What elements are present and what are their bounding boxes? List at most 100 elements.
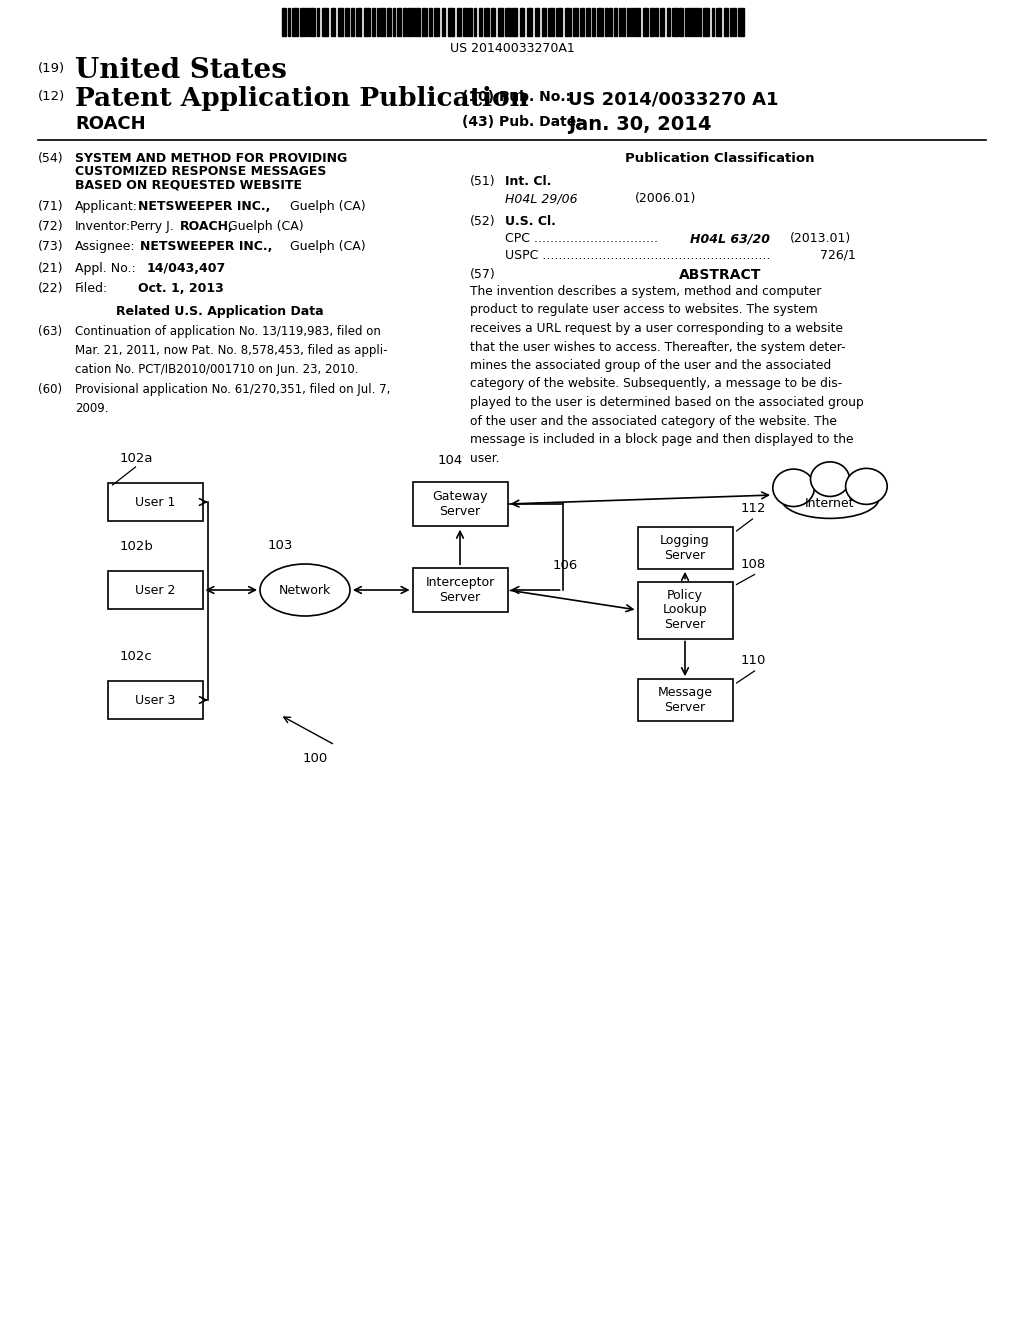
Bar — [377, 8, 379, 36]
Text: (73): (73) — [38, 240, 63, 253]
Bar — [650, 8, 654, 36]
Bar — [317, 8, 319, 36]
Bar — [372, 8, 375, 36]
Bar — [414, 8, 420, 36]
Text: 726/1: 726/1 — [820, 249, 856, 261]
Bar — [535, 8, 539, 36]
Bar — [498, 8, 503, 36]
Text: (12): (12) — [38, 90, 66, 103]
Bar — [520, 8, 524, 36]
Bar — [457, 8, 461, 36]
Text: Perry J.: Perry J. — [130, 220, 174, 234]
Bar — [614, 8, 617, 36]
Bar — [397, 8, 401, 36]
Bar — [306, 8, 308, 36]
Text: (21): (21) — [38, 261, 63, 275]
Bar — [449, 8, 454, 36]
Bar — [429, 8, 432, 36]
Bar — [627, 8, 629, 36]
Text: ROACH: ROACH — [75, 115, 145, 133]
Bar — [345, 8, 349, 36]
FancyBboxPatch shape — [413, 568, 508, 612]
Bar — [609, 8, 612, 36]
Text: Appl. No.:: Appl. No.: — [75, 261, 136, 275]
Ellipse shape — [781, 479, 879, 519]
Bar — [655, 8, 658, 36]
Bar — [351, 8, 354, 36]
Bar — [356, 8, 361, 36]
Bar — [672, 8, 678, 36]
Text: 100: 100 — [302, 752, 328, 766]
Bar — [565, 8, 571, 36]
Text: (60): (60) — [38, 383, 62, 396]
Text: ROACH,: ROACH, — [180, 220, 233, 234]
Text: (63): (63) — [38, 325, 62, 338]
Text: (71): (71) — [38, 201, 63, 213]
Bar — [422, 8, 427, 36]
Text: 106: 106 — [553, 558, 578, 572]
Ellipse shape — [773, 469, 814, 507]
Text: Provisional application No. 61/270,351, filed on Jul. 7,
2009.: Provisional application No. 61/270,351, … — [75, 383, 390, 414]
Text: Message
Server: Message Server — [657, 686, 713, 714]
Text: 110: 110 — [740, 653, 766, 667]
Text: Applicant:: Applicant: — [75, 201, 138, 213]
Text: CUSTOMIZED RESPONSE MESSAGES: CUSTOMIZED RESPONSE MESSAGES — [75, 165, 327, 178]
Text: Guelph (CA): Guelph (CA) — [290, 201, 366, 213]
Text: USPC .........................................................: USPC ...................................… — [505, 249, 770, 261]
Bar — [738, 8, 744, 36]
Bar — [597, 8, 603, 36]
Bar — [685, 8, 687, 36]
Text: User 1: User 1 — [135, 495, 175, 508]
Bar — [580, 8, 584, 36]
Bar — [474, 8, 476, 36]
Bar — [434, 8, 439, 36]
Text: (54): (54) — [38, 152, 63, 165]
FancyBboxPatch shape — [638, 582, 732, 639]
Bar — [407, 8, 413, 36]
Ellipse shape — [811, 462, 850, 496]
Text: 103: 103 — [268, 539, 293, 552]
Text: 112: 112 — [740, 502, 766, 515]
Text: Gateway
Server: Gateway Server — [432, 490, 487, 517]
Bar — [387, 8, 391, 36]
Bar — [442, 8, 445, 36]
Bar — [364, 8, 370, 36]
Text: Internet: Internet — [805, 498, 855, 510]
Bar — [479, 8, 482, 36]
Text: Guelph (CA): Guelph (CA) — [290, 240, 366, 253]
Bar — [643, 8, 648, 36]
Ellipse shape — [260, 564, 350, 616]
Text: Interceptor
Server: Interceptor Server — [425, 576, 495, 605]
Text: Publication Classification: Publication Classification — [626, 152, 815, 165]
Bar — [484, 8, 489, 36]
Bar — [688, 8, 691, 36]
Bar — [542, 8, 546, 36]
Bar — [548, 8, 554, 36]
Text: Network: Network — [279, 583, 331, 597]
Bar — [605, 8, 608, 36]
Bar — [730, 8, 732, 36]
Bar — [338, 8, 343, 36]
Text: (72): (72) — [38, 220, 63, 234]
Text: 102b: 102b — [120, 540, 154, 553]
Bar — [300, 8, 305, 36]
Bar — [733, 8, 736, 36]
Text: Int. Cl.: Int. Cl. — [505, 176, 551, 187]
Text: (19): (19) — [38, 62, 66, 75]
Text: Logging
Server: Logging Server — [660, 535, 710, 562]
Bar — [586, 8, 590, 36]
FancyBboxPatch shape — [638, 527, 732, 569]
Text: Continuation of application No. 13/119,983, filed on
Mar. 21, 2011, now Pat. No.: Continuation of application No. 13/119,9… — [75, 325, 387, 376]
Bar — [393, 8, 395, 36]
FancyBboxPatch shape — [108, 572, 203, 609]
Bar — [630, 8, 633, 36]
Text: Inventor:: Inventor: — [75, 220, 131, 234]
Bar — [556, 8, 562, 36]
Text: Guelph (CA): Guelph (CA) — [228, 220, 304, 234]
Text: Patent Application Publication: Patent Application Publication — [75, 86, 528, 111]
Ellipse shape — [846, 469, 887, 504]
Bar — [288, 8, 290, 36]
Text: 102a: 102a — [120, 451, 153, 465]
Bar — [282, 8, 286, 36]
Bar — [703, 8, 709, 36]
